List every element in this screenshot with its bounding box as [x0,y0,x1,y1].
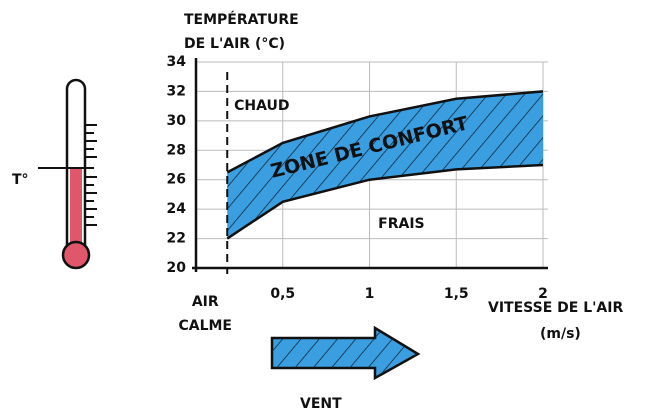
y-tick-label: 20 [167,260,187,276]
comfort-zone-hatch [227,91,544,239]
y-tick-label: 34 [167,54,187,70]
lower-bound [226,163,544,240]
arrow-label: VENT [300,396,342,412]
y-tick-label: 30 [167,113,187,129]
calm-label: CALME [178,318,232,334]
y-tick-label: 24 [167,201,187,217]
x-tick-label: 2 [538,286,548,302]
x-tick-label: 1 [365,286,375,302]
y-axis-label: TEMPÉRATURE [184,11,299,28]
region-label: CHAUD [234,98,289,114]
thermometer [38,78,97,270]
y-tick-label: 26 [167,172,186,188]
x-axis-label: VITESSE DE L'AIR [488,300,623,316]
x-tick-label: 1,5 [444,286,469,302]
wind-arrow [270,325,421,381]
thermometer-label: T° [12,172,29,188]
upper-bound [226,90,544,174]
y-tick-label: 22 [167,231,186,247]
x-axis-label: (m/s) [540,326,581,342]
y-axis-label: DE L'AIR (°C) [184,36,285,52]
y-tick-label: 32 [167,83,186,99]
x-tick-label: 0,5 [270,286,295,302]
y-tick-label: 28 [167,142,186,158]
region-label: FRAIS [378,216,424,232]
calm-label: AIR [192,294,219,310]
